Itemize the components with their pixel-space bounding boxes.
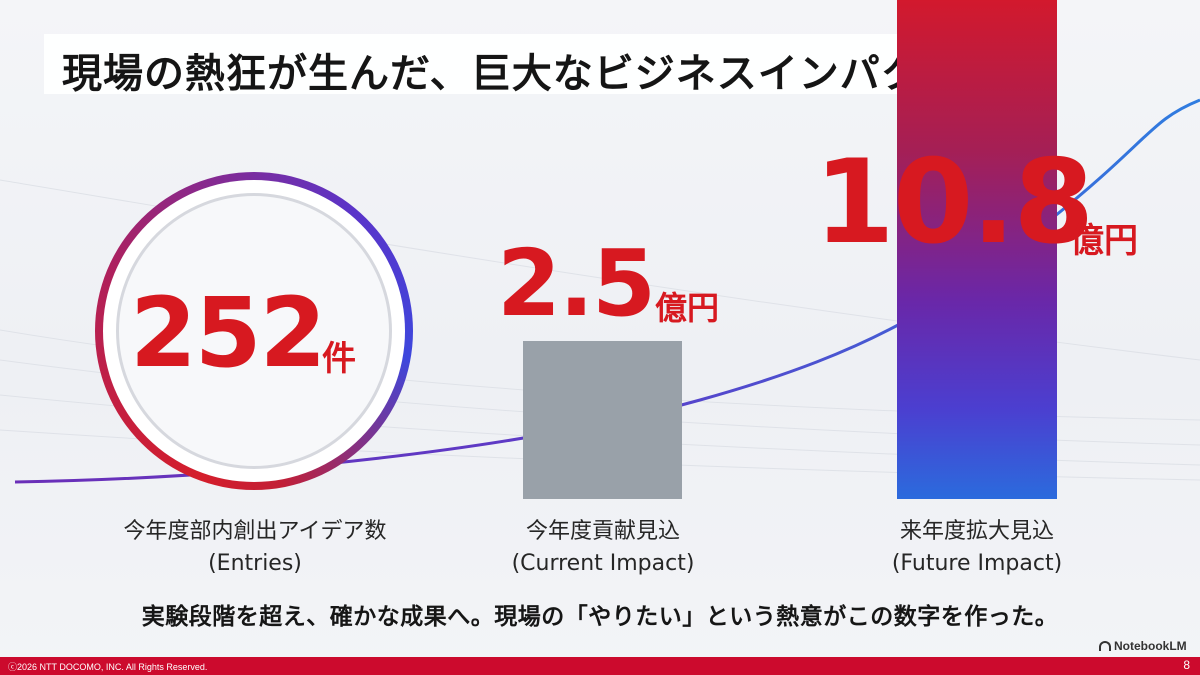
current-impact-label: 今年度貢献見込 (Current Impact) [453,516,753,580]
entries-unit: 件 [322,339,356,379]
entries-label-sub: (Entries) [208,550,302,576]
future-impact-label-sub: (Future Impact) [891,550,1063,576]
title-backdrop [44,34,918,94]
current-impact-bar [523,341,682,499]
future-impact-label-main: 来年度拡大見込 [899,519,1054,544]
current-impact-label-main: 今年度貢献見込 [525,519,680,544]
copyright-text: ⓒ2026 NTT DOCOMO, INC. All Rights Reserv… [8,662,208,672]
future-impact-value: 10.8 [814,135,1094,270]
entries-label: 今年度部内創出アイデア数 (Entries) [90,516,420,580]
entries-circle [116,193,392,469]
current-impact-unit: 億円 [655,289,720,327]
page-number: 8 [1183,658,1190,672]
footer-bar: ⓒ2026 NTT DOCOMO, INC. All Rights Reserv… [0,657,1200,675]
notebooklm-icon [1099,641,1111,651]
entries-value: 252 [130,277,326,389]
slide-title: 現場の熱狂が生んだ、巨大なビジネスインパクト [62,51,963,97]
future-impact-label: 来年度拡大見込 (Future Impact) [827,516,1127,580]
future-impact-unit: 億円 [1070,221,1138,261]
future-impact-bar [897,0,1057,499]
key-message: 実験段階を超え、確かな成果へ。現場の「やりたい」という熱意がこの数字を作った。 [141,604,1059,630]
current-impact-value: 2.5 [497,230,656,337]
brand-mark: NotebookLM [1099,637,1187,655]
brand-name: NotebookLM [1114,639,1187,653]
current-impact-label-sub: (Current Impact) [511,550,695,576]
entries-label-main: 今年度部内創出アイデア数 [123,519,387,544]
